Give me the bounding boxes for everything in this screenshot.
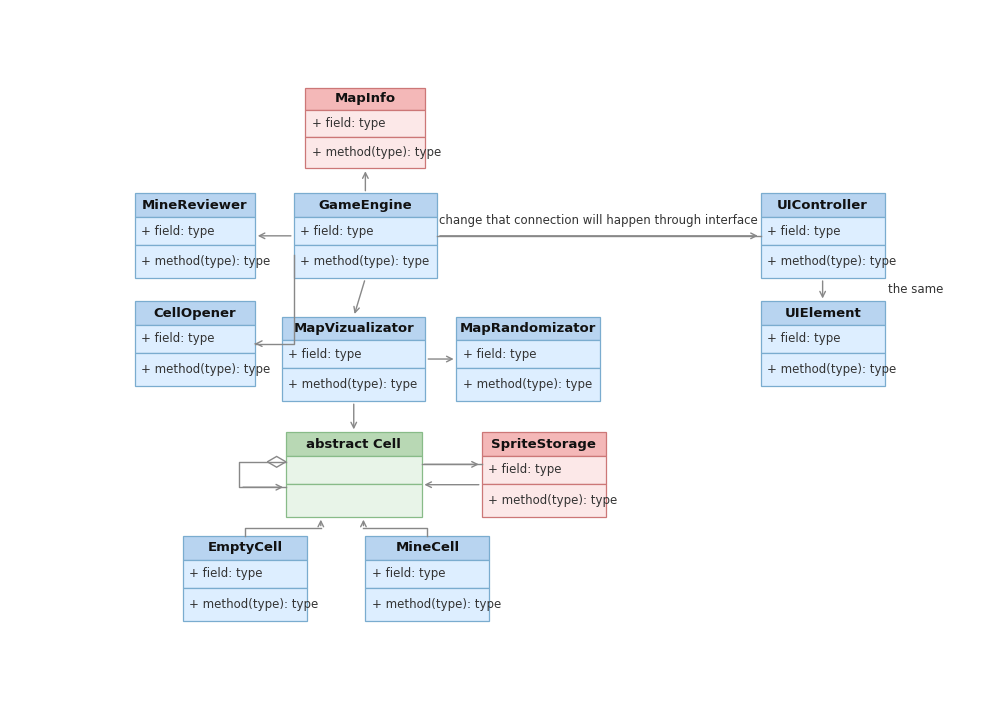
Bar (293, 217, 437, 245)
Bar (282, 341, 425, 368)
Text: + field: type: + field: type (189, 568, 263, 580)
Text: + method(type): type: + method(type): type (371, 598, 500, 610)
Bar (761, 301, 885, 325)
Bar (286, 432, 421, 456)
Bar (183, 560, 307, 588)
Bar (183, 588, 307, 621)
Bar (365, 536, 489, 560)
Text: MapVizualizator: MapVizualizator (293, 322, 414, 335)
Text: MapRandomizator: MapRandomizator (459, 322, 597, 335)
Bar (282, 317, 425, 341)
Bar (135, 245, 255, 278)
Bar (135, 325, 255, 353)
Text: change that connection will happen through interface: change that connection will happen throu… (439, 213, 758, 226)
Bar (183, 536, 307, 560)
Text: abstract Cell: abstract Cell (306, 438, 401, 451)
Bar (481, 484, 606, 517)
Text: + field: type: + field: type (487, 463, 562, 476)
Bar (456, 368, 600, 401)
Text: + field: type: + field: type (288, 348, 361, 361)
Text: + method(type): type: + method(type): type (767, 363, 896, 376)
Text: + method(type): type: + method(type): type (141, 255, 270, 268)
Bar (456, 341, 600, 368)
Text: + method(type): type: + method(type): type (767, 255, 896, 268)
Bar (135, 193, 255, 217)
Bar (293, 245, 437, 278)
Text: + field: type: + field: type (462, 348, 537, 361)
Bar (481, 456, 606, 484)
Bar (305, 110, 425, 137)
Text: + method(type): type: + method(type): type (300, 255, 429, 268)
Text: + field: type: + field: type (300, 225, 373, 238)
Text: EmptyCell: EmptyCell (207, 541, 283, 555)
Bar (305, 88, 425, 110)
Text: + method(type): type: + method(type): type (189, 598, 318, 610)
Text: + field: type: + field: type (141, 225, 214, 238)
Text: + method(type): type: + method(type): type (311, 146, 440, 159)
Bar (365, 588, 489, 621)
Text: + method(type): type: + method(type): type (141, 363, 270, 376)
Text: + field: type: + field: type (371, 568, 445, 580)
Bar (761, 193, 885, 217)
Text: CellOpener: CellOpener (153, 306, 236, 320)
Text: MineReviewer: MineReviewer (142, 198, 247, 212)
Bar (456, 317, 600, 341)
Bar (135, 217, 255, 245)
Bar (286, 456, 421, 484)
Text: MapInfo: MapInfo (334, 92, 396, 106)
Bar (293, 193, 437, 217)
Text: UIElement: UIElement (784, 306, 861, 320)
Text: the same: the same (889, 283, 944, 296)
Text: + method(type): type: + method(type): type (462, 378, 592, 391)
Bar (761, 353, 885, 386)
Text: SpriteStorage: SpriteStorage (491, 438, 596, 451)
Text: + field: type: + field: type (767, 333, 840, 346)
Text: + field: type: + field: type (767, 225, 840, 238)
Bar (761, 217, 885, 245)
Bar (481, 432, 606, 456)
Bar (365, 560, 489, 588)
Bar (761, 245, 885, 278)
Text: + method(type): type: + method(type): type (288, 378, 417, 391)
Text: MineCell: MineCell (395, 541, 459, 555)
Text: + method(type): type: + method(type): type (487, 494, 617, 507)
Bar (135, 301, 255, 325)
Bar (282, 368, 425, 401)
Text: GameEngine: GameEngine (318, 198, 412, 212)
Bar (286, 484, 421, 517)
Text: + field: type: + field: type (141, 333, 214, 346)
Bar (135, 353, 255, 386)
Bar (305, 137, 425, 169)
Text: + field: type: + field: type (311, 117, 385, 130)
Text: UIController: UIController (777, 198, 868, 212)
Bar (761, 325, 885, 353)
